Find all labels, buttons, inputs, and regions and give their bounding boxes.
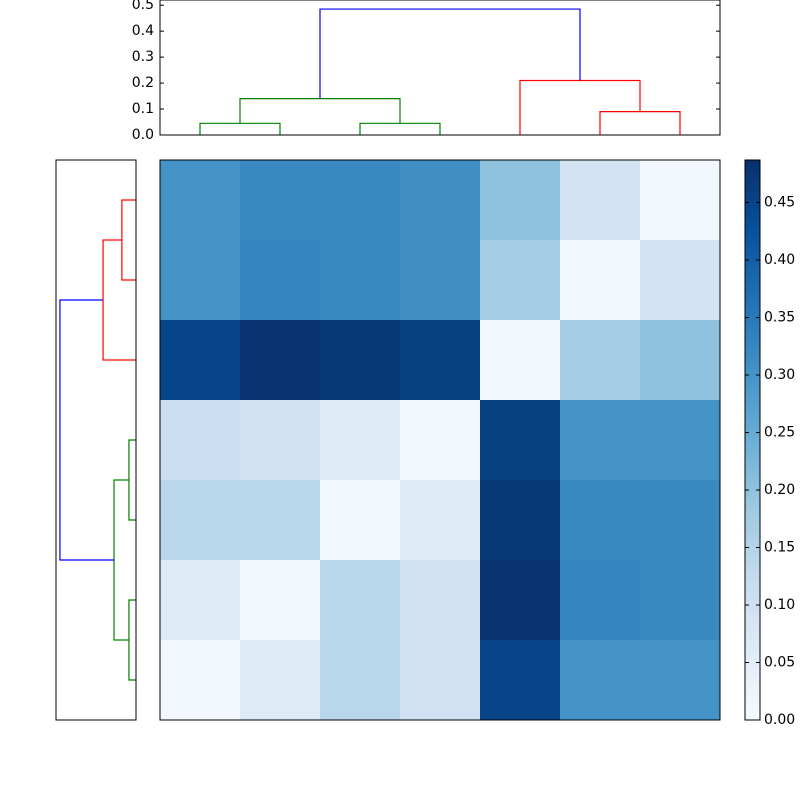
y-tick-label: 0.1 bbox=[132, 101, 154, 117]
axes-frame bbox=[159, 0, 721, 136]
dendrogram-link bbox=[128, 599, 136, 681]
heatmap-cell bbox=[560, 160, 641, 241]
heatmap-cell bbox=[240, 400, 321, 481]
heatmap-cell bbox=[480, 640, 561, 721]
dendrogram-link bbox=[359, 122, 441, 135]
heatmap-cell bbox=[640, 640, 721, 721]
dendrogram-link bbox=[121, 199, 136, 281]
colorbar-tick-label: 0.10 bbox=[764, 597, 795, 613]
heatmap-cell bbox=[640, 160, 721, 241]
colorbar-tick-label: 0.45 bbox=[764, 195, 795, 211]
y-tick-label: 0.5 bbox=[132, 0, 154, 13]
heatmap-cell bbox=[320, 240, 401, 321]
heatmap-cell bbox=[480, 160, 561, 241]
heatmap-cell bbox=[560, 480, 641, 561]
heatmap-cell bbox=[640, 400, 721, 481]
heatmap-cell bbox=[400, 240, 481, 321]
heatmap-cell bbox=[480, 480, 561, 561]
heatmap-cell bbox=[240, 640, 321, 721]
heatmap-cell bbox=[160, 400, 241, 481]
heatmap-cell bbox=[160, 560, 241, 641]
colorbar-tick-label: 0.40 bbox=[764, 252, 795, 268]
colorbar-tick-label: 0.25 bbox=[764, 425, 795, 441]
heatmap-cell bbox=[480, 240, 561, 321]
heatmap-cell bbox=[400, 480, 481, 561]
dendrogram-link bbox=[59, 299, 115, 561]
heatmap-cell bbox=[320, 480, 401, 561]
heatmap-cell bbox=[320, 160, 401, 241]
heatmap-cell bbox=[560, 320, 641, 401]
heatmap-cell bbox=[240, 560, 321, 641]
heatmap-cell bbox=[320, 320, 401, 401]
dendrogram-link bbox=[102, 239, 136, 361]
colorbar-tick-label: 0.20 bbox=[764, 482, 795, 498]
axes-frame bbox=[159, 159, 721, 721]
heatmap-cell bbox=[240, 240, 321, 321]
heatmap-cell bbox=[240, 160, 321, 241]
heatmap-cell bbox=[640, 320, 721, 401]
colorbar-frame bbox=[744, 159, 761, 721]
heatmap-cell bbox=[400, 160, 481, 241]
heatmap-cell bbox=[160, 640, 241, 721]
heatmap-cell bbox=[160, 320, 241, 401]
colorbar-tick-label: 0.05 bbox=[764, 655, 795, 671]
heatmap-cell bbox=[560, 400, 641, 481]
axes-frame bbox=[55, 159, 137, 721]
dendrogram-link bbox=[239, 98, 401, 124]
heatmap-cell bbox=[320, 640, 401, 721]
heatmap-cell bbox=[320, 400, 401, 481]
y-tick-label: 0.4 bbox=[132, 23, 154, 39]
colorbar-tick-label: 0.00 bbox=[764, 712, 795, 728]
heatmap-cell bbox=[400, 560, 481, 641]
y-tick-label: 0.0 bbox=[132, 127, 154, 143]
colorbar-tick-label: 0.15 bbox=[764, 540, 795, 556]
colorbar bbox=[745, 160, 760, 720]
heatmap-cell bbox=[160, 480, 241, 561]
heatmap-cell bbox=[640, 480, 721, 561]
heatmap-cell bbox=[560, 640, 641, 721]
dendrogram-link bbox=[599, 111, 681, 135]
y-tick-label: 0.3 bbox=[132, 49, 154, 65]
heatmap-cell bbox=[640, 240, 721, 321]
y-tick-label: 0.2 bbox=[132, 75, 154, 91]
heatmap-cell bbox=[640, 560, 721, 641]
heatmap-cell bbox=[480, 320, 561, 401]
heatmap-cell bbox=[480, 400, 561, 481]
heatmap-cell bbox=[400, 640, 481, 721]
colorbar-tick-label: 0.35 bbox=[764, 310, 795, 326]
heatmap-cell bbox=[480, 560, 561, 641]
heatmap-cell bbox=[560, 240, 641, 321]
colorbar-tick-label: 0.30 bbox=[764, 367, 795, 383]
dendrogram-link bbox=[199, 122, 281, 135]
heatmap-cell bbox=[160, 240, 241, 321]
heatmap-cell bbox=[240, 480, 321, 561]
heatmap-cell bbox=[400, 400, 481, 481]
dendrogram-link bbox=[113, 479, 129, 641]
dendrogram-link bbox=[319, 8, 581, 99]
dendrogram-link bbox=[128, 439, 136, 521]
heatmap-cell bbox=[240, 320, 321, 401]
dendrogram-link bbox=[519, 79, 641, 135]
heatmap-cell bbox=[400, 320, 481, 401]
heatmap-cell bbox=[560, 560, 641, 641]
heatmap-cell bbox=[320, 560, 401, 641]
heatmap-cell bbox=[160, 160, 241, 241]
